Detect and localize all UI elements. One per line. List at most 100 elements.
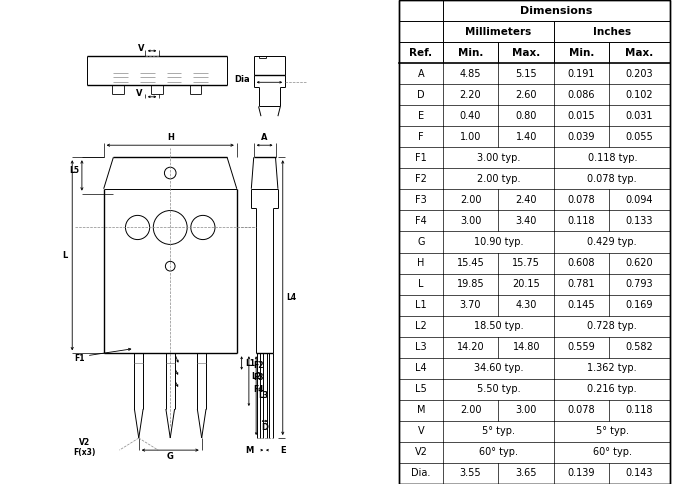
Text: 34.60 typ.: 34.60 typ. [474, 363, 523, 373]
Text: L4: L4 [287, 293, 297, 302]
Text: 3.55: 3.55 [460, 469, 481, 479]
Text: 5.50 typ.: 5.50 typ. [476, 384, 520, 394]
Text: L: L [63, 251, 67, 260]
Text: L5: L5 [69, 166, 79, 175]
Text: 15.75: 15.75 [512, 258, 540, 268]
Text: 0.118: 0.118 [568, 216, 596, 226]
Text: 0.728 typ.: 0.728 typ. [588, 321, 637, 331]
Text: 0.216 typ.: 0.216 typ. [588, 384, 637, 394]
Text: 5.15: 5.15 [516, 69, 537, 79]
Text: Millimeters: Millimeters [465, 27, 532, 37]
Text: 0.078: 0.078 [568, 195, 596, 205]
Text: Max.: Max. [625, 47, 653, 58]
Text: 2.40: 2.40 [516, 195, 537, 205]
Text: G: G [167, 452, 174, 461]
Text: F: F [418, 132, 424, 142]
Text: 0.582: 0.582 [626, 342, 653, 352]
Text: V: V [136, 89, 142, 98]
Text: V: V [138, 44, 145, 53]
Text: Dimensions: Dimensions [520, 5, 593, 15]
Text: 0.429 typ.: 0.429 typ. [588, 237, 637, 247]
Text: H: H [167, 134, 174, 142]
Text: 4.85: 4.85 [460, 69, 481, 79]
Text: Min.: Min. [458, 47, 483, 58]
Text: F4: F4 [415, 216, 427, 226]
Text: M: M [245, 446, 253, 454]
Text: 0.40: 0.40 [460, 111, 481, 121]
Text: L2: L2 [251, 372, 261, 381]
Text: 0.015: 0.015 [568, 111, 596, 121]
Text: 0.078: 0.078 [568, 405, 596, 415]
Text: 19.85: 19.85 [457, 279, 485, 289]
Text: F4: F4 [254, 385, 264, 394]
Text: A: A [261, 134, 268, 142]
Text: E: E [280, 446, 285, 454]
Text: 1.40: 1.40 [516, 132, 537, 142]
Text: 10.90 typ.: 10.90 typ. [474, 237, 523, 247]
Text: 15.45: 15.45 [457, 258, 485, 268]
Text: L4: L4 [415, 363, 427, 373]
Text: A: A [418, 69, 424, 79]
Text: 5° typ.: 5° typ. [482, 426, 515, 437]
Text: V: V [418, 426, 424, 437]
Text: 1.362 typ.: 1.362 typ. [588, 363, 637, 373]
Text: L3: L3 [258, 391, 269, 400]
Text: 0.055: 0.055 [626, 132, 653, 142]
Text: 14.80: 14.80 [513, 342, 540, 352]
Text: F(x3): F(x3) [73, 448, 96, 457]
Text: 5° typ.: 5° typ. [596, 426, 629, 437]
Text: 4.30: 4.30 [516, 300, 537, 310]
Text: 0.793: 0.793 [626, 279, 653, 289]
Text: L1: L1 [245, 359, 255, 367]
Text: Dia.: Dia. [411, 469, 431, 479]
Text: 0.118: 0.118 [626, 405, 653, 415]
Text: L5: L5 [415, 384, 427, 394]
Text: 0.102: 0.102 [626, 90, 653, 100]
Text: L3: L3 [415, 342, 427, 352]
Text: H: H [417, 258, 425, 268]
Text: 0.039: 0.039 [568, 132, 596, 142]
Text: 0.031: 0.031 [626, 111, 653, 121]
Text: E: E [418, 111, 424, 121]
Text: 0.620: 0.620 [626, 258, 653, 268]
Text: 3.00 typ.: 3.00 typ. [476, 153, 520, 163]
Text: M: M [417, 405, 425, 415]
Text: 3.65: 3.65 [516, 469, 537, 479]
Text: 2.00 typ.: 2.00 typ. [476, 174, 520, 184]
Text: Ref.: Ref. [409, 47, 433, 58]
Text: F1: F1 [415, 153, 427, 163]
Text: L2: L2 [415, 321, 427, 331]
Text: 0.608: 0.608 [568, 258, 596, 268]
Text: L1: L1 [415, 300, 427, 310]
Text: F3: F3 [254, 373, 264, 382]
Text: 1.00: 1.00 [460, 132, 481, 142]
Text: L: L [418, 279, 424, 289]
Text: 2.00: 2.00 [460, 195, 481, 205]
Text: D: D [261, 423, 268, 432]
Text: F3: F3 [415, 195, 427, 205]
Text: 3.70: 3.70 [460, 300, 481, 310]
Text: 0.781: 0.781 [568, 279, 596, 289]
Text: 0.133: 0.133 [626, 216, 653, 226]
Text: 0.80: 0.80 [516, 111, 537, 121]
Text: F2: F2 [254, 361, 264, 370]
Text: Dia: Dia [234, 76, 250, 84]
Text: V2: V2 [415, 447, 427, 457]
Text: 0.143: 0.143 [626, 469, 653, 479]
Text: D: D [417, 90, 425, 100]
Text: 3.40: 3.40 [516, 216, 537, 226]
Text: 60° typ.: 60° typ. [479, 447, 518, 457]
Text: 14.20: 14.20 [457, 342, 485, 352]
Text: 3.00: 3.00 [516, 405, 537, 415]
Text: 0.094: 0.094 [626, 195, 653, 205]
Text: 2.20: 2.20 [460, 90, 481, 100]
Text: 0.169: 0.169 [626, 300, 653, 310]
Text: Max.: Max. [512, 47, 540, 58]
Text: 0.139: 0.139 [568, 469, 596, 479]
Text: 0.118 typ.: 0.118 typ. [588, 153, 637, 163]
Text: 3.00: 3.00 [460, 216, 481, 226]
Text: Inches: Inches [593, 27, 631, 37]
Text: V2: V2 [79, 439, 90, 447]
Text: 18.50 typ.: 18.50 typ. [474, 321, 523, 331]
Text: G: G [417, 237, 425, 247]
